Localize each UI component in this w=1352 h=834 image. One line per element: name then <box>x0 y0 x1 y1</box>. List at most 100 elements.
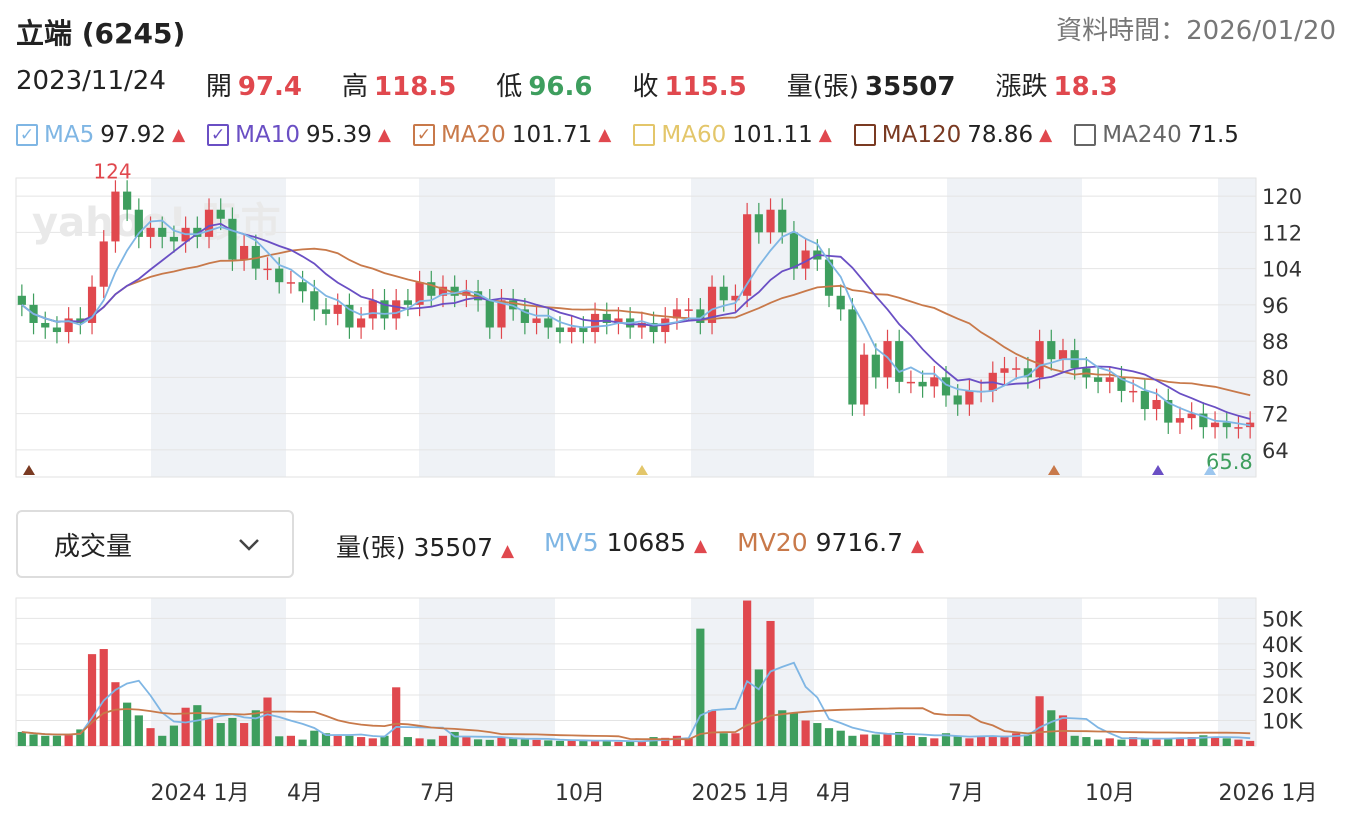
volume-bar <box>17 731 26 746</box>
volume-bar <box>743 600 752 746</box>
price-tick-label: 64 <box>1262 439 1289 463</box>
volume-bar <box>286 735 295 746</box>
trend-up-icon: ▲ <box>172 125 186 145</box>
signal-marker-icon <box>1152 465 1164 475</box>
candle-body <box>836 295 845 310</box>
candle-body <box>41 322 50 328</box>
candle-body <box>1152 399 1161 410</box>
volume-bar <box>754 669 763 746</box>
ma-name: MA20 <box>440 122 506 148</box>
ma-name: MA240 <box>1102 122 1182 148</box>
checkbox-icon[interactable] <box>1074 124 1097 146</box>
candle-body <box>1105 377 1114 382</box>
candle-body <box>87 286 97 323</box>
volume-bar <box>321 733 331 746</box>
volume-bar <box>52 735 62 746</box>
checkbox-icon[interactable]: ✓ <box>412 124 435 146</box>
ohlc-bar: 2023/11/24 開 97.4 高 118.5 低 96.6 收 115.5 量(張… <box>16 66 1118 103</box>
volume-bar <box>766 620 775 746</box>
candle-body <box>754 214 763 233</box>
candle-body <box>649 322 658 333</box>
checkbox-icon[interactable] <box>853 124 876 146</box>
volume-bar <box>707 710 717 746</box>
candle-body <box>918 381 927 387</box>
quarter-band <box>947 178 1082 477</box>
candle-body <box>1175 418 1185 423</box>
ma-value: 95.39 <box>306 122 372 148</box>
price-tick-label: 96 <box>1262 294 1289 318</box>
ohlc-open: 開 97.4 <box>205 72 303 102</box>
volume-bar <box>930 738 939 746</box>
candle-body <box>134 209 143 237</box>
volume-bar <box>64 734 73 746</box>
volume-bar <box>544 740 553 746</box>
candle-body <box>123 191 132 210</box>
volume-bar <box>123 702 132 746</box>
indicator-select[interactable]: 成交量 <box>16 510 294 578</box>
ma-name: MA10 <box>235 122 301 148</box>
ma-legend-ma60[interactable]: MA60 101.11 ▲ <box>633 122 832 148</box>
volume-bar <box>1175 737 1185 746</box>
volume-bar <box>1023 734 1032 746</box>
candle-body <box>1140 390 1149 410</box>
ma-legend-ma120[interactable]: MA120 78.86 ▲ <box>853 122 1052 148</box>
volume-bar <box>438 735 448 746</box>
volume-bar <box>87 654 97 746</box>
volume-bar <box>626 741 635 746</box>
candle-body <box>789 232 799 269</box>
candle-body <box>298 282 307 292</box>
trend-up-icon: ▲ <box>377 125 391 145</box>
candle-body <box>567 327 576 333</box>
candle-body <box>719 286 728 301</box>
volume-bar <box>1070 735 1079 746</box>
volume-bar <box>99 649 108 746</box>
candle-body <box>1234 427 1243 429</box>
volume-bar <box>965 738 974 746</box>
candle-body <box>614 318 623 323</box>
mv20-legend: MV20 9716.7 ▲ <box>737 528 925 557</box>
ma-legend: ✓ MA5 97.92 ▲ ✓ MA10 95.39 ▲ ✓ MA20 101.71 ▲ MA60 101… <box>16 122 1239 148</box>
signal-marker-icon <box>1048 465 1060 475</box>
ma-legend-ma240[interactable]: MA240 71.5 <box>1074 122 1239 148</box>
checkbox-icon[interactable] <box>633 124 656 146</box>
candle-body <box>158 227 167 237</box>
volume-bar <box>661 737 670 746</box>
ma-legend-ma20[interactable]: ✓ MA20 101.71 ▲ <box>412 122 611 148</box>
volume-bar <box>29 734 38 746</box>
ma-legend-ma5[interactable]: ✓ MA5 97.92 ▲ <box>16 122 185 148</box>
volume-bar <box>696 628 705 746</box>
volume-bar <box>555 740 565 746</box>
volume-bar <box>1000 735 1009 746</box>
volume-bar <box>871 734 880 746</box>
volume-bar <box>860 734 869 746</box>
candle-body <box>415 282 424 305</box>
candle-body <box>403 300 412 305</box>
quarter-band <box>1218 598 1256 746</box>
candle-body <box>497 300 506 328</box>
candle-body <box>146 227 155 237</box>
volume-bar <box>76 729 85 746</box>
volume-bar <box>1164 738 1173 746</box>
candle-body <box>357 318 366 328</box>
mv5-line <box>21 661 1251 743</box>
ma-value: 97.92 <box>100 122 167 148</box>
candle-body <box>1093 377 1103 382</box>
volume-bar <box>1187 737 1196 746</box>
ma-legend-ma10[interactable]: ✓ MA10 95.39 ▲ <box>207 122 391 148</box>
candle-body <box>801 250 810 269</box>
volume-tick-label: 40K <box>1262 633 1304 657</box>
ma20-line <box>21 247 1251 397</box>
volume-bar <box>134 715 143 746</box>
volume-bar <box>918 737 927 746</box>
candle-body <box>883 341 892 378</box>
candle-body <box>1222 422 1231 428</box>
volume-bar <box>532 739 541 746</box>
volume-bar <box>251 710 260 746</box>
volume-bar <box>941 733 951 746</box>
price-tick-label: 88 <box>1262 330 1289 354</box>
candle-body <box>204 209 214 237</box>
checkbox-icon[interactable]: ✓ <box>207 124 230 146</box>
candle-body <box>1035 341 1044 378</box>
checkbox-icon[interactable]: ✓ <box>16 124 38 146</box>
